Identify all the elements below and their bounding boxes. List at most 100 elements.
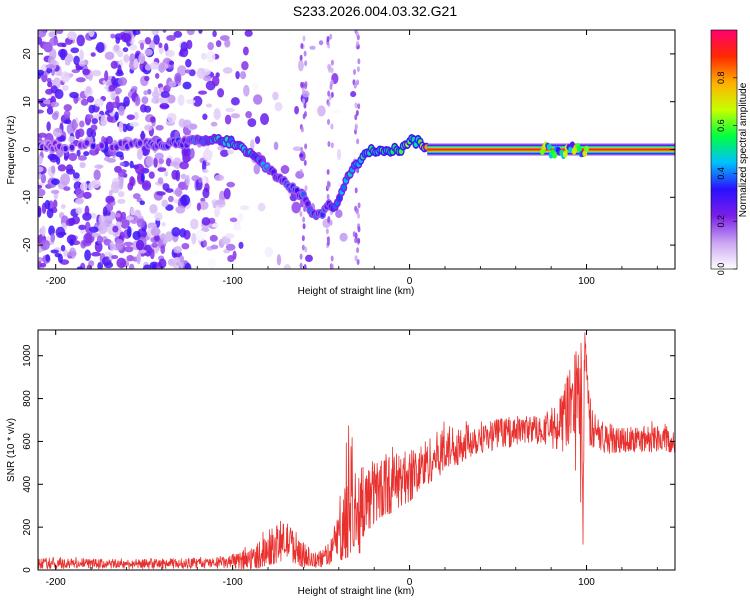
spectrogram-noise-cell xyxy=(38,172,42,180)
spectrogram-streak-cell xyxy=(302,113,306,120)
spectrogram-noise-cell xyxy=(117,64,122,76)
spectrogram-noise-cell xyxy=(197,230,206,242)
spectrogram-noise-cell xyxy=(129,122,140,127)
spectrogram-noise-cell xyxy=(91,117,98,125)
spectrogram-noise-cell xyxy=(60,244,66,252)
snr-y-tick-label: 0 xyxy=(22,567,33,573)
spectrogram-noise-cell xyxy=(206,50,216,63)
spectrogram-noise-cell xyxy=(42,43,50,50)
spectrogram-noise-cell xyxy=(69,238,75,247)
spectrogram-streak-cell xyxy=(302,98,306,105)
spectrogram-noise-cell xyxy=(109,89,116,101)
snr-y-axis: 0 200 400 600 800 1000 xyxy=(22,344,675,573)
spectrogram-streak-cell xyxy=(326,118,330,125)
spectrogram-noise-cell xyxy=(197,90,208,95)
spectrogram-signal-cell xyxy=(337,195,342,201)
spectrogram-noise-cell xyxy=(136,253,141,265)
spectrogram-noise-cell xyxy=(117,50,124,58)
spectrogram-streak-cell xyxy=(353,68,357,75)
spectrogram-noise-cell xyxy=(46,67,53,74)
spectrogram-noise-cell xyxy=(129,44,137,51)
spectrogram-noise-cell xyxy=(38,36,43,45)
snr-line xyxy=(38,332,675,570)
spectrogram-noise-cell xyxy=(89,148,99,156)
colorbar-tick-label: 0.2 xyxy=(716,215,726,228)
spectrogram-noise-cell xyxy=(61,84,69,92)
spectrogram-noise-cell xyxy=(88,104,95,114)
spectrogram-noise-cell xyxy=(211,75,220,87)
spectrogram-noise-cell xyxy=(118,105,125,116)
spectrogram-noise-cell xyxy=(177,94,185,106)
spectrogram-streak-cell xyxy=(328,66,332,73)
spectrogram-noise-cell xyxy=(159,102,170,110)
spectrogram-streak-cell xyxy=(304,81,308,88)
spectrogram-streak-cell xyxy=(299,168,303,175)
spectrogram-streak-cell xyxy=(354,114,358,121)
spectrogram-noise-cell xyxy=(136,148,144,160)
spectrogram-noise-cell xyxy=(93,169,101,181)
colorbar-ticks: 0.0 0.2 0.4 0.6 0.8 xyxy=(716,72,737,275)
spectrogram-noise-cell xyxy=(252,82,259,91)
spectrogram-noise-cell xyxy=(78,224,86,230)
spectrogram-streak-cell xyxy=(354,102,358,109)
spectrogram-noise-cell xyxy=(183,155,192,162)
spectrogram-noise-cell xyxy=(158,258,167,269)
spectrogram-noise-cell xyxy=(44,199,51,210)
spectrogram-noise-cell xyxy=(65,164,74,173)
spectrogram-noise-cell xyxy=(40,262,47,268)
spectrogram-noise-cell xyxy=(154,152,164,160)
spectrogram-noise-cell xyxy=(80,98,89,106)
spectrogram-noise-cell xyxy=(40,225,46,237)
spectrogram-noise-cell xyxy=(164,170,169,177)
spectrogram-noise-cell xyxy=(60,204,66,210)
spectrogram-streak-cell xyxy=(303,205,307,212)
spectrogram-noise-cell xyxy=(76,34,85,47)
spectrogram-y-tick-label: 0 xyxy=(22,146,33,152)
spectrogram-noise-cell xyxy=(189,218,199,230)
spectrogram-noise-cell xyxy=(162,183,170,191)
spectrogram-noise-cell xyxy=(297,59,304,72)
spectrogram-noise-cell xyxy=(201,217,211,226)
spectrogram-noise-cell xyxy=(50,249,59,254)
spectrogram-noise-cell xyxy=(151,30,158,33)
spectrogram-noise-cell xyxy=(144,75,150,82)
spectrogram-noise-cell xyxy=(107,197,115,203)
spectrogram-noise-cell xyxy=(145,155,154,168)
spectrogram-streak-cell xyxy=(356,258,360,265)
spectrogram-streak-cell xyxy=(330,59,334,66)
spectrogram-noise-cell xyxy=(224,39,231,48)
spectrogram-noise-cell xyxy=(79,49,84,62)
spectrogram-noise-cell xyxy=(157,167,167,172)
snr-frame xyxy=(37,329,676,571)
spectrogram-streak-cell xyxy=(303,50,307,57)
spectrogram-streak-cell xyxy=(326,180,330,187)
spectrogram-noise-cell xyxy=(202,149,213,161)
spectrogram-noise-cell xyxy=(75,77,86,83)
snr-series xyxy=(38,332,675,570)
spectrogram-noise-cell xyxy=(82,212,92,221)
spectrogram-noise-cell xyxy=(45,64,56,69)
spectrogram-noise-cell xyxy=(211,223,220,228)
spectrogram-streak-cell xyxy=(357,103,361,110)
spectrogram-noise-cell xyxy=(86,264,92,269)
spectrogram-noise-cell xyxy=(129,160,134,169)
spectrogram-x-tick-label: 100 xyxy=(578,276,595,287)
spectrogram-noise-cell xyxy=(130,207,135,216)
spectrogram-noise-cell xyxy=(132,193,141,200)
colorbar-tick-label: 0.6 xyxy=(716,119,726,132)
snr-y-label: SNR (10 * v/v) xyxy=(6,418,17,482)
spectrogram-noise-cell xyxy=(79,162,86,169)
spectrogram-noise-cell xyxy=(117,77,128,86)
spectrogram-streak-cell xyxy=(301,244,305,251)
spectrogram-noise-cell xyxy=(104,70,109,82)
spectrogram-streak-cell xyxy=(357,226,361,233)
spectrogram-streak-cell xyxy=(354,124,358,131)
colorbar: 0.0 0.2 0.4 0.6 0.8 Normalized spectral ampl… xyxy=(710,29,749,275)
spectrogram-noise-cell xyxy=(110,60,118,69)
snr-y-tick-label: 600 xyxy=(22,433,33,450)
spectrogram-noise-cell xyxy=(151,96,161,104)
spectrogram-noise-cell xyxy=(144,124,153,131)
spectrogram-noise-cell xyxy=(294,105,299,115)
spectrogram-noise-cell xyxy=(117,198,126,204)
spectrogram-noise-cell xyxy=(103,261,114,269)
